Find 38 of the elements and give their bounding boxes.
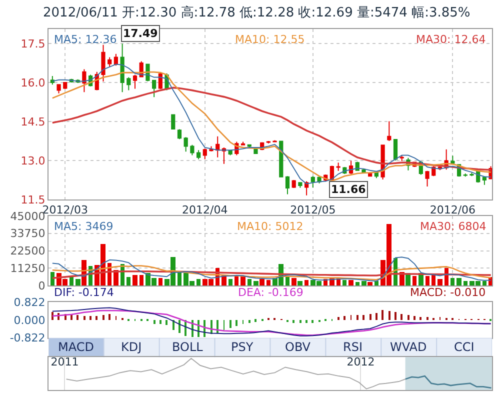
text: CCI (454, 340, 474, 354)
y-tick-label: 16.0 (20, 76, 46, 90)
text: MACD (58, 340, 94, 354)
text: RSI (343, 340, 362, 354)
annotation: 17.49 (123, 27, 158, 40)
text: DEA: -0.169 (238, 286, 304, 299)
text: MA30: 12.64 (416, 33, 486, 46)
y-tick-label: 33750 (10, 227, 46, 240)
text: MA10: 5012 (237, 220, 304, 233)
y-tick-label: 13.0 (20, 154, 46, 168)
text: MA10: 12.55 (235, 33, 305, 46)
x-tick-label: 2012/04 (182, 204, 228, 217)
series-label: MA5: 12.36 (54, 33, 117, 46)
chart-title: 2012/06/11 开:12.30 高:12.78 低:12.28 收:12.69 量:5474 幅:3.85% (43, 4, 470, 21)
text: MA30: 6804 (420, 220, 486, 233)
text: KDJ (121, 340, 142, 354)
y-tick-label: 0 (38, 279, 46, 292)
series-label: DIF: -0.174 (54, 286, 114, 299)
y-tick-label: 0.822 (14, 296, 46, 309)
y-tick-label: 14.5 (20, 115, 46, 128)
x-tick-label: 2012/06 (430, 204, 476, 217)
text: WVAD (390, 340, 427, 354)
annotation: 11.66 (331, 183, 366, 196)
y-tick-label: 17.5 (20, 37, 46, 50)
y-tick-label: 45000 (10, 210, 46, 223)
y-tick-label: 0.000 (14, 314, 46, 327)
y-tick-label: 11.5 (20, 193, 46, 206)
text: PSY (231, 340, 254, 354)
text: MA5: 3469 (54, 220, 114, 233)
x-tick-label: 2012/05 (290, 204, 336, 217)
y-tick-label: -0.822 (10, 332, 46, 345)
series-label: MACD: -0.010 (410, 286, 486, 299)
x-tick-label: 2012 (346, 356, 375, 369)
y-tick-label: 11250 (10, 262, 46, 276)
x-tick-label: 2011 (50, 356, 79, 369)
text: BOLL (172, 340, 204, 354)
y-tick-label: 22500 (10, 244, 46, 258)
text: OBV (285, 340, 312, 354)
